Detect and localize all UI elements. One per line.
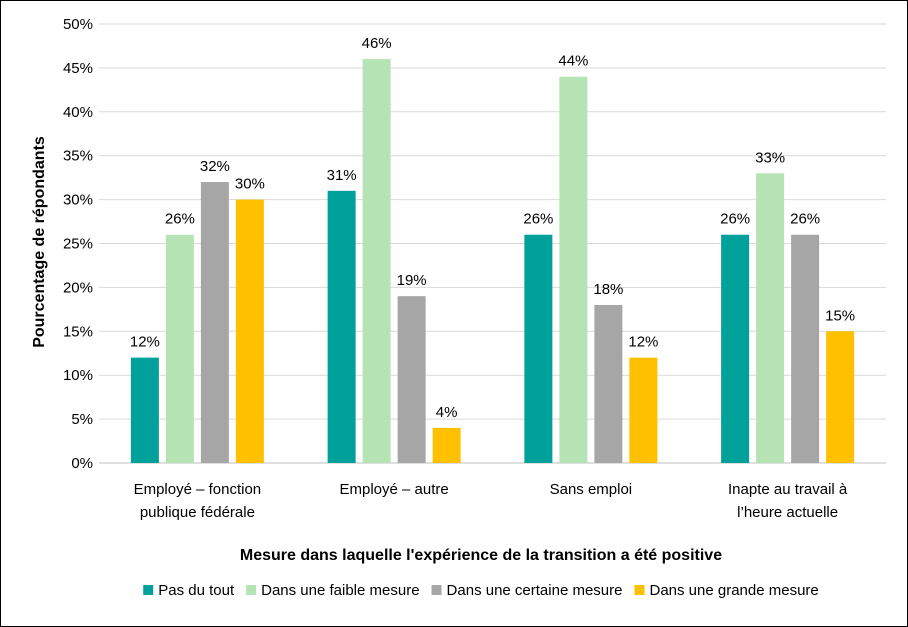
bar [524, 234, 553, 463]
bar [235, 199, 264, 463]
bar [200, 182, 229, 464]
category-label: Sans emploi [550, 481, 633, 498]
y-tick-label: 0% [71, 455, 93, 472]
legend-item: Pas du tout [143, 582, 235, 599]
data-label: 19% [397, 272, 427, 289]
bar [559, 76, 588, 464]
legend-label: Dans une grande mesure [649, 582, 818, 599]
bar [629, 357, 658, 463]
y-axis-ticks: 0% 5% 10% 15% 20% 25% 30% 35% 40% 45% 50% [63, 16, 93, 472]
x-axis-title: Mesure dans laquelle l'expérience de la … [240, 547, 722, 564]
legend-swatch [246, 585, 257, 595]
data-label: 46% [362, 35, 392, 52]
data-labels: 12% 31% 26% 26% 26% 46% 44% 33% 32% 19% 18% 26% 30% 4… [130, 35, 855, 421]
data-label: 32% [200, 158, 230, 175]
legend: Pas du tout Dans une faible mesure Dans un… [143, 582, 819, 599]
data-label: 26% [790, 211, 820, 228]
y-tick-label: 15% [63, 323, 93, 340]
data-label: 26% [720, 211, 750, 228]
category-label: Inapte au travail à [728, 481, 848, 498]
data-label: 18% [593, 281, 623, 298]
y-tick-label: 45% [63, 60, 93, 77]
bar [826, 331, 855, 463]
bar [397, 296, 426, 463]
bars [130, 59, 855, 464]
bar [791, 234, 820, 463]
bar [362, 59, 391, 464]
legend-swatch [634, 585, 645, 595]
y-tick-label: 30% [63, 192, 93, 209]
legend-item: Dans une faible mesure [246, 582, 420, 599]
legend-swatch [143, 585, 154, 595]
y-tick-label: 20% [63, 279, 93, 296]
bar [130, 357, 159, 463]
category-label: l’heure actuelle [737, 504, 838, 521]
bar [756, 173, 785, 463]
bar [327, 190, 356, 463]
gridlines [99, 23, 886, 464]
legend-label: Dans une certaine mesure [447, 582, 623, 599]
y-axis-title: Pourcentage de répondants [31, 136, 48, 348]
y-tick-label: 25% [63, 236, 93, 253]
data-label: 33% [755, 149, 785, 166]
legend-item: Dans une certaine mesure [431, 582, 623, 599]
y-tick-label: 50% [63, 16, 93, 33]
category-label: Employé – fonction [134, 481, 262, 498]
y-tick-label: 5% [71, 411, 93, 428]
bar [165, 234, 194, 463]
data-label: 12% [130, 334, 160, 351]
legend-swatch [431, 585, 442, 595]
legend-label: Pas du tout [158, 582, 235, 599]
legend-item: Dans une grande mesure [634, 582, 819, 599]
data-label: 31% [327, 167, 357, 184]
bar [594, 304, 623, 463]
y-tick-label: 40% [63, 104, 93, 121]
category-label: publique fédérale [140, 504, 255, 521]
y-tick-label: 35% [63, 148, 93, 165]
data-label: 26% [523, 211, 553, 228]
x-axis-categories: Employé – fonction publique fédérale Emplo… [134, 481, 848, 521]
legend-label: Dans une faible mesure [261, 582, 419, 599]
y-tick-label: 10% [63, 367, 93, 384]
category-label: Employé – autre [340, 481, 449, 498]
data-label: 26% [165, 211, 195, 228]
data-label: 44% [558, 53, 588, 70]
data-label: 30% [235, 176, 265, 193]
data-label: 4% [436, 404, 458, 421]
data-label: 12% [628, 334, 658, 351]
data-label: 15% [825, 307, 855, 324]
bar [432, 427, 461, 463]
bar [721, 234, 750, 463]
